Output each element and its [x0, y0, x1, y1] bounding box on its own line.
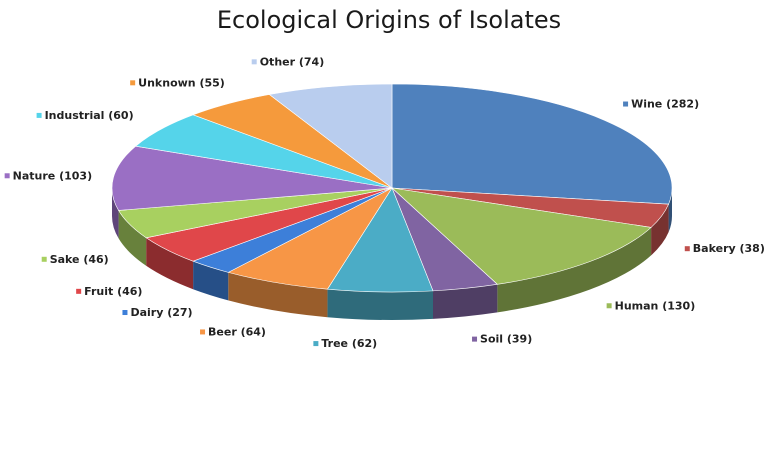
label-human: Human (130) — [606, 299, 696, 312]
pie-side-dairy — [193, 261, 229, 301]
label-marker-dairy — [122, 310, 128, 316]
label-marker-human — [606, 303, 612, 309]
label-text-tree: Tree (62) — [321, 337, 377, 350]
label-tree: Tree (62) — [313, 337, 377, 350]
label-marker-wine — [623, 101, 629, 107]
pie-slice-other — [268, 83, 393, 189]
label-marker-bakery — [684, 246, 690, 252]
label-text-fruit: Fruit (46) — [84, 285, 142, 298]
pie-slice-wine — [391, 83, 673, 205]
pie-side-fruit — [146, 237, 194, 290]
label-text-human: Human (130) — [615, 299, 696, 312]
label-bakery: Bakery (38) — [684, 242, 765, 255]
label-dairy: Dairy (27) — [122, 306, 193, 319]
label-sake: Sake (46) — [41, 253, 109, 266]
label-marker-soil — [472, 336, 478, 342]
label-beer: Beer (64) — [200, 325, 266, 338]
label-text-bakery: Bakery (38) — [693, 242, 765, 255]
label-marker-industrial — [36, 112, 42, 118]
pie-side-soil — [433, 284, 498, 319]
label-soil: Soil (39) — [472, 333, 532, 346]
label-text-dairy: Dairy (27) — [130, 306, 192, 319]
label-text-other: Other (74) — [260, 55, 325, 68]
pie-side-beer — [228, 272, 328, 318]
pie-labels: Wine (282) Bakery (38) Human (130) Soil (39… — [4, 55, 765, 350]
label-marker-unknown — [130, 80, 136, 86]
pie-side-nature — [112, 188, 119, 239]
label-marker-beer — [200, 329, 206, 335]
pie-sides — [112, 188, 672, 320]
label-text-wine: Wine (282) — [631, 98, 699, 111]
label-marker-tree — [313, 341, 319, 347]
label-fruit: Fruit (46) — [76, 285, 142, 298]
label-marker-other — [251, 59, 257, 65]
label-text-beer: Beer (64) — [208, 325, 266, 338]
label-other: Other (74) — [251, 55, 325, 68]
pie-side-human — [497, 227, 652, 313]
label-text-nature: Nature (103) — [13, 169, 92, 182]
label-text-unknown: Unknown (55) — [138, 76, 225, 89]
pie-tops — [111, 83, 673, 293]
pie-side-tree — [327, 289, 434, 320]
label-text-soil: Soil (39) — [480, 333, 532, 346]
label-text-sake: Sake (46) — [50, 253, 109, 266]
chart-title: Ecological Origins of Isolates — [216, 6, 562, 34]
label-unknown: Unknown (55) — [130, 76, 225, 89]
pie-slice-human — [391, 187, 652, 285]
label-marker-sake — [41, 256, 47, 262]
label-industrial: Industrial (60) — [36, 109, 134, 122]
pie-side-sake — [118, 210, 147, 266]
pie-side-bakery — [651, 204, 669, 256]
pie-side-wine — [668, 188, 672, 233]
label-marker-fruit — [76, 288, 82, 294]
pie-slice-nature — [111, 145, 393, 211]
label-marker-nature — [4, 173, 10, 179]
label-nature: Nature (103) — [4, 169, 92, 182]
label-text-industrial: Industrial (60) — [45, 109, 134, 122]
label-wine: Wine (282) — [623, 98, 699, 111]
